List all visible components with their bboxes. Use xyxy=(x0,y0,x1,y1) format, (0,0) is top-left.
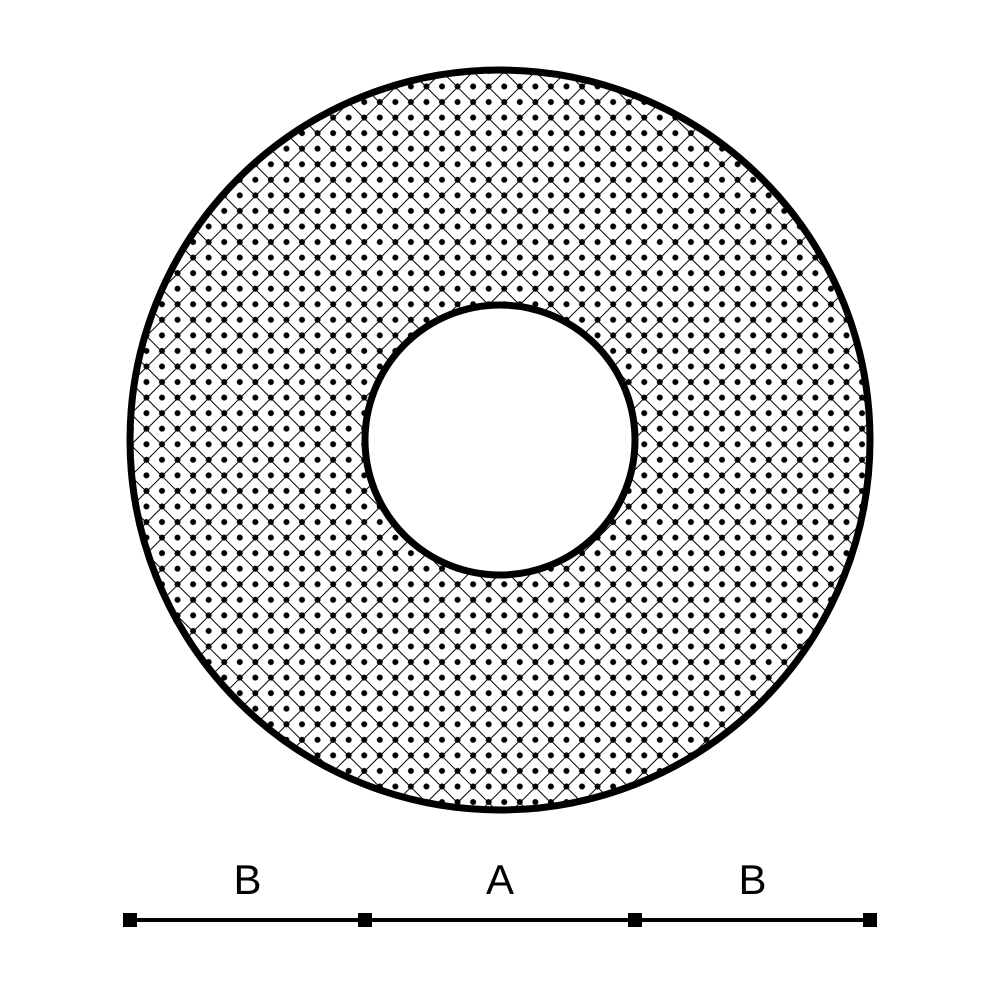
dimension-label-b-right: B xyxy=(738,856,766,904)
annulus-svg xyxy=(0,0,1000,1000)
dimension-label-b-left: B xyxy=(233,856,261,904)
diagram-canvas: B A B xyxy=(0,0,1000,1000)
dimension-label-a: A xyxy=(486,856,514,904)
